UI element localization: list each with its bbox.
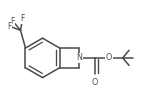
Text: O: O xyxy=(92,78,98,87)
Text: F: F xyxy=(11,17,15,26)
Text: F: F xyxy=(20,14,25,23)
Text: O: O xyxy=(106,53,112,62)
Text: N: N xyxy=(76,53,82,62)
Text: F: F xyxy=(7,22,12,31)
